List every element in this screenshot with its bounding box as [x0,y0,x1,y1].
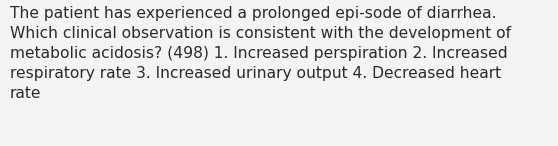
Text: The patient has experienced a prolonged epi-sode of diarrhea.
Which clinical obs: The patient has experienced a prolonged … [10,6,511,101]
